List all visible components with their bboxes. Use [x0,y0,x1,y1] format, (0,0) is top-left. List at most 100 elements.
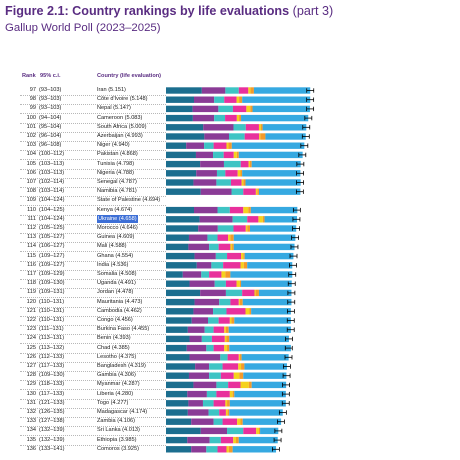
ci-label: (110–131) [39,317,65,323]
bar-segment-dystopia-residual [241,280,292,287]
bar-segment-social-support [187,409,209,416]
table-row: 115 (109–127) Ghana (4.554) [0,252,460,261]
bar-segment-generosity [240,381,249,389]
table-row: 98 (93–103) Côte d'Ivoire (5.148) [0,95,460,104]
bar-segment-life-expectancy [225,87,239,94]
row-separator [20,122,166,124]
row-separator [20,140,166,142]
bar-segment-social-support [187,326,205,333]
bar-segment-freedom [213,326,225,333]
bar-segment-life-expectancy [219,298,231,306]
country-label: Tunisia (4.798) [97,160,135,167]
bar-segment-gdp [166,87,202,94]
country-label: Mauritania (4.473) [97,298,143,305]
bar-segment-dystopia-residual [229,344,291,352]
country-label: Niger (4.940) [97,142,130,149]
bar-segment-generosity [228,234,231,241]
rank-label: 132 [26,409,36,415]
bar-segment-freedom [233,225,246,232]
bar-segment-corruption [228,446,233,453]
ci-label: (93–103) [39,105,62,112]
table-row: 116 (109–127) India (4.536) [0,261,460,270]
country-label: Benin (4.393) [97,335,131,342]
row-separator [20,407,166,409]
bar-segment-social-support [200,188,232,195]
bar-segment-social-support [188,243,210,251]
table-row: 97 (93–103) Iran (5.151) [0,86,460,95]
bar-segment-social-support [192,114,215,122]
bar-segment-freedom [225,280,237,287]
ci-label: (96–108) [39,142,62,149]
ci-label: (109–130) [39,372,65,379]
bar-segment-generosity [241,179,244,186]
table-row: 110 (104–125) Kenya (4.674) [0,206,460,215]
bar-segment-dystopia-residual [242,170,301,177]
bar-segment-life-expectancy [214,114,226,122]
bar-segment-social-support [196,262,212,269]
country-label: Morocco (4.646) [97,225,138,231]
rank-label: 119 [27,289,36,296]
bar-segment-gdp [166,124,204,131]
header-ci: 95% c.i. [40,73,61,79]
bar-segment-social-support [195,363,210,370]
bar-segment-corruption [248,206,251,214]
row-separator [20,324,166,326]
row-separator [20,444,166,446]
bar-segment-generosity [233,372,240,379]
bar-segment-life-expectancy [216,381,229,389]
bar-segment-freedom [228,381,241,389]
rank-label: 116 [27,261,36,268]
bar-segment-gdp [166,271,183,278]
bar-segment-corruption [260,124,263,131]
ci-label: (133–141) [39,445,65,452]
ci-label: (132–139) [39,436,65,443]
bar-segment-life-expectancy [202,400,214,407]
bar-segment-social-support [200,427,228,435]
bar-segment-dystopia-residual [250,225,297,232]
bar-segment-corruption [228,142,232,149]
bar-segment-generosity [248,87,251,94]
rank-label: 124 [26,335,36,342]
bar-segment-corruption [240,170,243,177]
bar-segment-social-support [194,298,220,306]
table-row: 123 (111–131) Burkina Faso (4.455) [0,325,460,334]
bar-segment-generosity [240,262,244,269]
ci-label: (132–139) [39,427,65,434]
bar-segment-generosity [256,427,259,435]
bar-segment-dystopia-residual [265,133,306,140]
ci-label: (102–114) [39,179,65,185]
bar-segment-freedom [217,234,229,241]
table-row: 100 (94–104) Cameroon (5.083) [0,114,460,123]
table-row: 119 (109–131) Jordan (4.478) [0,288,460,297]
table-row: 127 (117–133) Bangladesh (4.319) [0,362,460,371]
bar-segment-social-support [193,179,217,186]
table-row: 112 (105–125) Morocco (4.646) [0,224,460,233]
bar-segment-freedom [238,87,249,94]
table-row: 126 (112–133) Lesotho (4.375) [0,353,460,362]
bar-segment-life-expectancy [233,124,246,131]
row-separator [20,168,166,170]
bar-segment-freedom [227,354,239,361]
ci-label: (109–129) [39,271,65,277]
rank-label: 121 [26,307,36,314]
country-label: India (4.536) [97,261,129,268]
bar-segment-dystopia-residual [234,390,286,398]
bar-segment-social-support [203,124,234,131]
bar-segment-dystopia-residual [244,363,287,370]
bar-segment-life-expectancy [209,243,219,251]
bar-segment-gdp [166,381,194,389]
bar-segment-dystopia-residual [258,188,301,195]
ci-label: (93–103) [39,96,62,103]
bar-segment-life-expectancy [227,427,244,435]
figure-subtitle: Gallup World Poll (2023–2025) [5,22,161,34]
bar-segment-generosity [243,206,249,214]
bar-segment-corruption [243,179,246,186]
bar-segment-generosity [237,170,241,177]
bar-segment-generosity [229,390,233,398]
rank-label: 123 [26,326,36,333]
row-separator [20,380,166,382]
bar-segment-gdp [166,262,197,269]
bar-segment-gdp [166,446,192,453]
bar-segment-life-expectancy [201,271,210,278]
bar-segment-dystopia-residual [238,151,303,159]
